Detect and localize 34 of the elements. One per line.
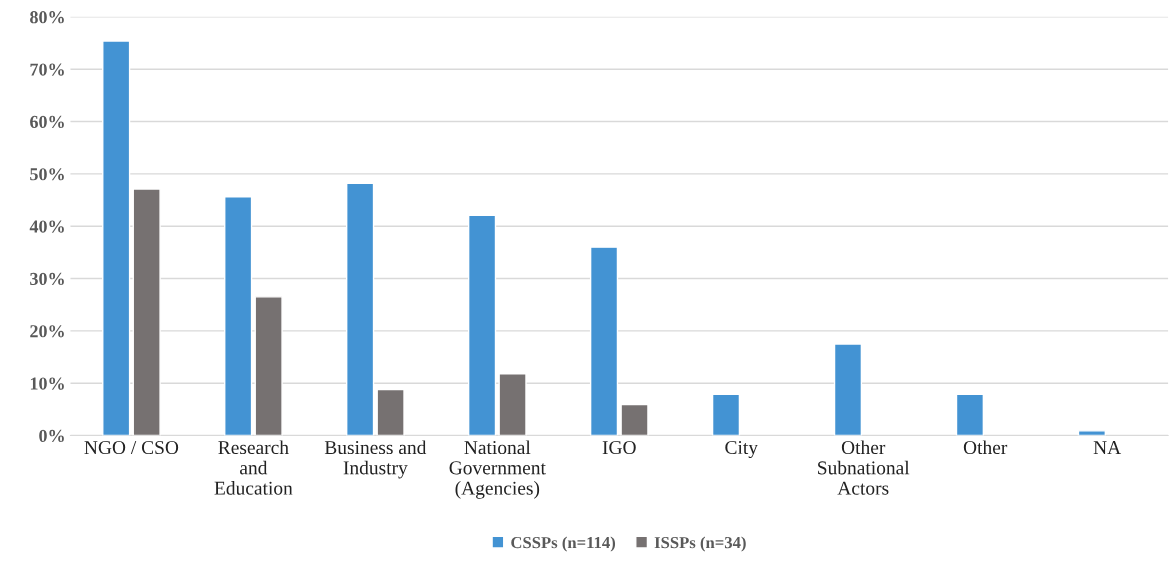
- bar: [589, 246, 619, 436]
- y-tick-label: 10%: [30, 377, 64, 390]
- y-tick-label: 60%: [30, 115, 64, 129]
- bar: [833, 343, 863, 436]
- x-tick-label: Business and Industry: [324, 440, 427, 479]
- y-tick-label: 70%: [30, 63, 64, 76]
- bar: [1077, 430, 1107, 436]
- x-tick-label: Other: [963, 440, 1008, 455]
- bar: [955, 393, 985, 436]
- x-tick-label: NGO / CSO: [84, 441, 179, 455]
- y-tick-label: 80%: [30, 11, 64, 24]
- x-tick-label: City: [725, 440, 758, 459]
- bar: [224, 196, 253, 436]
- bar: [254, 296, 283, 436]
- y-tick-label: 30%: [30, 272, 64, 286]
- bar: [711, 393, 741, 436]
- bar: [620, 403, 649, 436]
- x-tick-label: IGO: [602, 441, 636, 455]
- y-tick-label: 0%: [39, 429, 64, 443]
- x-tick-label: Research and Education: [214, 440, 293, 495]
- y-tick-label: 50%: [30, 168, 64, 181]
- bar: [345, 182, 375, 436]
- x-tick-label: NA: [1093, 441, 1122, 454]
- x-tick-label: National Government (Agencies): [449, 440, 546, 499]
- bar: [102, 40, 131, 436]
- bar: [467, 214, 497, 436]
- legend-label: CSSPs (n=114): [511, 536, 616, 552]
- bar: [376, 388, 405, 436]
- bar: [132, 188, 161, 436]
- y-tick-label: 20%: [30, 325, 64, 338]
- legend-label: ISSPs (n=34): [654, 536, 746, 552]
- y-tick-label: 40%: [29, 220, 64, 233]
- bar: [498, 373, 527, 436]
- x-tick-label: Other Subnational Actors: [818, 440, 910, 495]
